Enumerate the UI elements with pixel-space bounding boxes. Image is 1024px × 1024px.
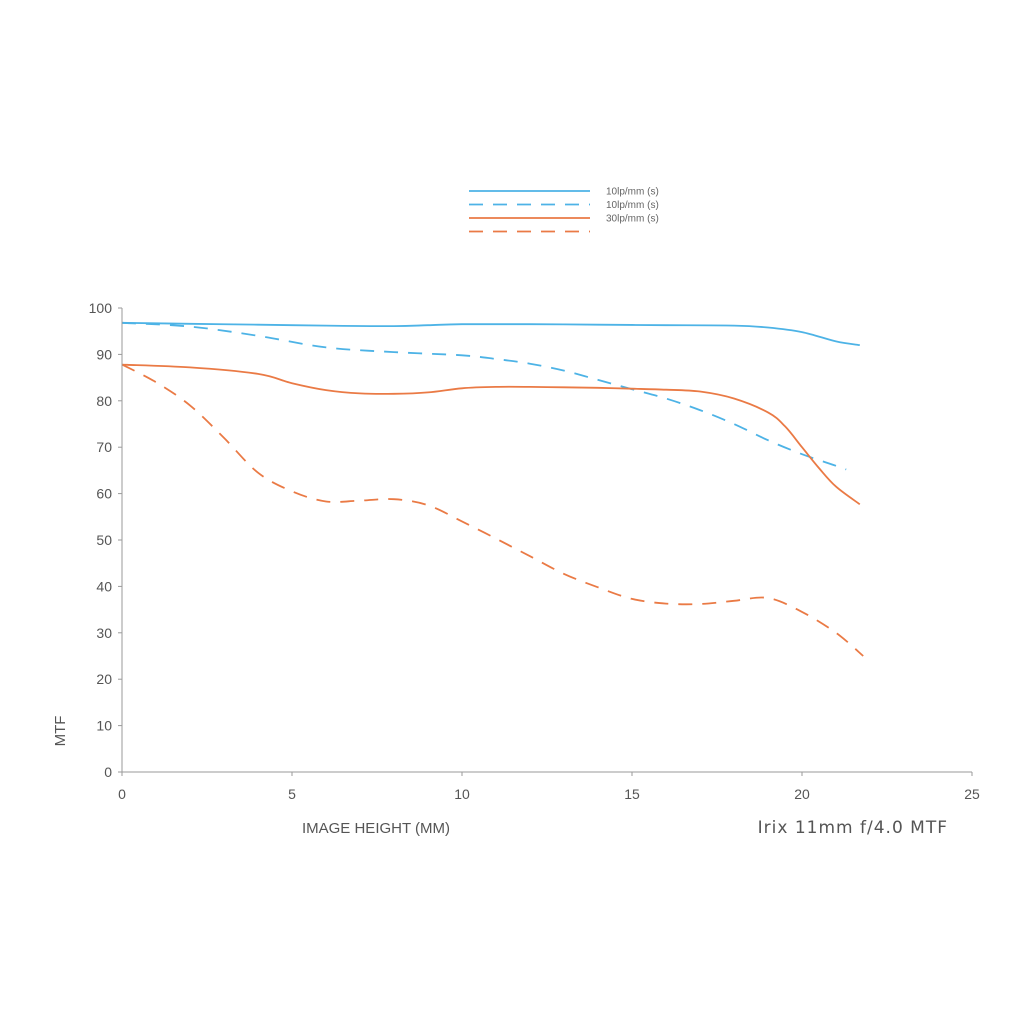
y-tick-label: 30 — [96, 625, 112, 641]
legend: 10lp/mm (s) 10lp/mm (s) 30lp/mm (s) — [469, 187, 659, 233]
x-tick-label: 10 — [454, 786, 470, 802]
legend-label: 30lp/mm (s) — [606, 214, 659, 225]
y-axis-title: MTF — [52, 716, 69, 747]
legend-item-30lp-solid: 30lp/mm (s) — [469, 214, 659, 225]
series-30lp-dashed-line — [121, 363, 864, 657]
y-tick-label: 90 — [96, 346, 112, 362]
x-tick-label: 20 — [794, 786, 810, 802]
y-tick-label: 0 — [104, 764, 112, 780]
legend-item-10lp-dashed: 10lp/mm (s) — [469, 200, 659, 211]
series-30lp-solid-line — [121, 363, 861, 506]
chart-title: Irix 11mm f/4.0 MTF — [758, 818, 948, 838]
ticks: 0 5 10 15 20 25 0 10 20 30 40 50 60 70 80 90 100 — [89, 300, 980, 802]
y-tick-label: 100 — [89, 300, 113, 316]
y-tick-label: 70 — [96, 439, 112, 455]
y-tick-label: 20 — [96, 671, 112, 687]
legend-label: 10lp/mm (s) — [606, 187, 659, 198]
series-10lp-solid-line — [121, 321, 860, 346]
y-tick-label: 40 — [96, 578, 112, 594]
x-tick-label: 15 — [624, 786, 640, 802]
x-axis-title: IMAGE HEIGHT (MM) — [302, 820, 450, 837]
y-tick-label: 60 — [96, 486, 112, 502]
x-tick-label: 25 — [964, 786, 980, 802]
x-tick-label: 0 — [118, 786, 126, 802]
series-10lp-dashed-line — [121, 321, 847, 471]
y-tick-label: 10 — [96, 718, 112, 734]
axes — [121, 308, 972, 773]
x-tick-label: 5 — [288, 786, 296, 802]
series-layer — [121, 321, 864, 657]
legend-label: 10lp/mm (s) — [606, 200, 659, 211]
y-tick-label: 80 — [96, 393, 112, 409]
legend-item-10lp-solid: 10lp/mm (s) — [469, 187, 659, 198]
y-tick-label: 50 — [96, 532, 112, 548]
